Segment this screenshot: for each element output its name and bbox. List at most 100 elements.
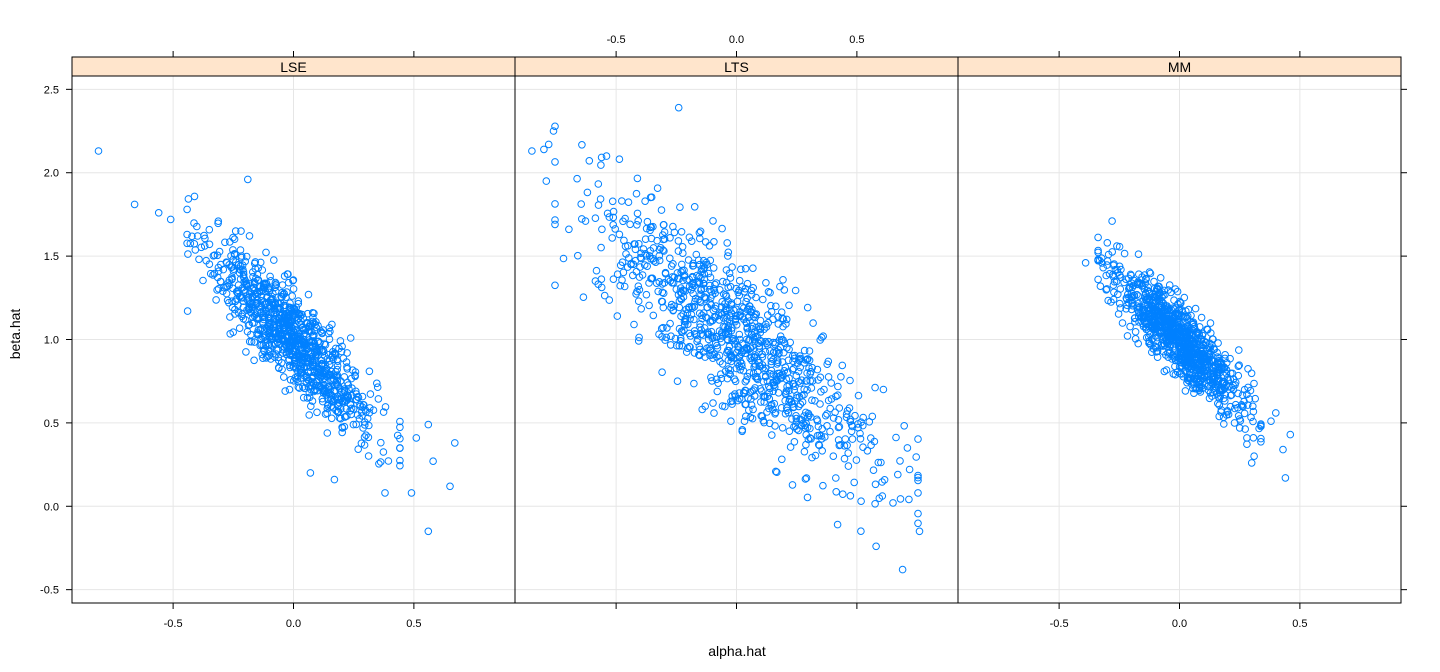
data-point <box>323 404 332 413</box>
data-point <box>785 301 793 310</box>
y-tick-label: 2.5 <box>44 84 59 96</box>
data-point <box>616 261 625 270</box>
data-point <box>701 402 710 411</box>
data-point <box>306 363 314 372</box>
data-point <box>1127 271 1135 280</box>
data-point <box>1193 375 1201 383</box>
data-point <box>844 449 853 457</box>
data-point <box>659 303 668 312</box>
data-point <box>424 527 433 536</box>
data-point <box>735 330 744 339</box>
data-point <box>724 297 733 306</box>
data-point <box>597 243 605 252</box>
data-point <box>446 482 454 491</box>
data-point <box>782 375 791 384</box>
data-point <box>741 377 750 386</box>
data-point <box>1122 305 1130 313</box>
data-point <box>773 376 782 385</box>
data-point <box>280 289 288 298</box>
data-point <box>183 205 191 214</box>
data-point <box>1156 274 1165 282</box>
data-point <box>656 244 665 252</box>
data-point <box>1279 445 1287 454</box>
data-point <box>1174 356 1182 365</box>
data-point <box>1257 438 1265 446</box>
data-point <box>336 337 345 345</box>
data-point <box>638 271 647 279</box>
data-point <box>343 393 352 401</box>
data-point <box>838 361 847 370</box>
data-point <box>274 346 283 354</box>
data-point <box>633 209 642 218</box>
data-point <box>236 246 245 254</box>
y-tick-label: 0.5 <box>44 418 59 430</box>
data-point <box>834 423 843 432</box>
data-point <box>1190 340 1199 348</box>
data-point <box>756 328 765 337</box>
data-point <box>677 228 686 236</box>
data-point <box>1110 278 1119 286</box>
data-point <box>706 273 715 282</box>
data-point <box>673 377 682 386</box>
data-point <box>829 452 838 461</box>
data-point <box>751 392 759 400</box>
data-point <box>231 297 240 306</box>
data-point <box>294 299 303 308</box>
data-point <box>1109 281 1118 289</box>
data-point <box>1173 287 1182 296</box>
data-point <box>659 323 667 332</box>
data-point <box>228 297 236 306</box>
data-point <box>759 392 768 401</box>
data-point <box>253 330 261 339</box>
data-point <box>701 238 710 246</box>
x-tick-label-bottom: -0.5 <box>1050 618 1069 630</box>
data-point <box>343 365 352 373</box>
data-point <box>846 415 855 424</box>
data-point <box>703 260 711 269</box>
data-point <box>774 346 783 354</box>
data-point <box>290 305 299 314</box>
data-point <box>748 414 757 423</box>
data-point <box>867 441 875 450</box>
data-point <box>1165 317 1173 325</box>
data-point <box>330 475 339 484</box>
data-point <box>581 217 590 225</box>
data-point <box>1152 348 1161 356</box>
data-point <box>703 344 711 353</box>
data-point <box>265 304 273 312</box>
data-point <box>364 452 373 460</box>
data-point <box>803 355 812 364</box>
data-point <box>1123 332 1132 340</box>
data-point <box>284 278 293 287</box>
data-point <box>1206 319 1215 327</box>
data-point <box>618 197 626 205</box>
data-point <box>634 337 643 345</box>
data-point <box>666 341 675 349</box>
data-point <box>894 470 902 479</box>
data-point <box>598 225 606 234</box>
data-point <box>826 427 834 436</box>
data-point <box>396 444 404 453</box>
data-point <box>1197 371 1206 379</box>
data-point <box>630 320 638 329</box>
data-point <box>903 444 912 452</box>
data-point <box>1171 285 1180 293</box>
data-point <box>1110 288 1118 297</box>
data-point <box>1183 314 1192 323</box>
data-point <box>914 476 922 485</box>
data-point <box>294 383 303 391</box>
data-point <box>666 319 674 328</box>
data-point <box>774 389 783 397</box>
data-point <box>1125 284 1133 293</box>
data-point <box>1102 286 1110 294</box>
data-point <box>782 320 790 328</box>
data-point <box>1257 434 1265 443</box>
data-point <box>1251 394 1259 403</box>
data-point <box>303 362 311 371</box>
data-point <box>700 284 709 293</box>
data-point <box>709 306 718 315</box>
data-point <box>647 234 656 243</box>
data-point <box>1145 312 1153 321</box>
data-point <box>817 388 825 396</box>
panel-strip <box>957 56 1402 77</box>
